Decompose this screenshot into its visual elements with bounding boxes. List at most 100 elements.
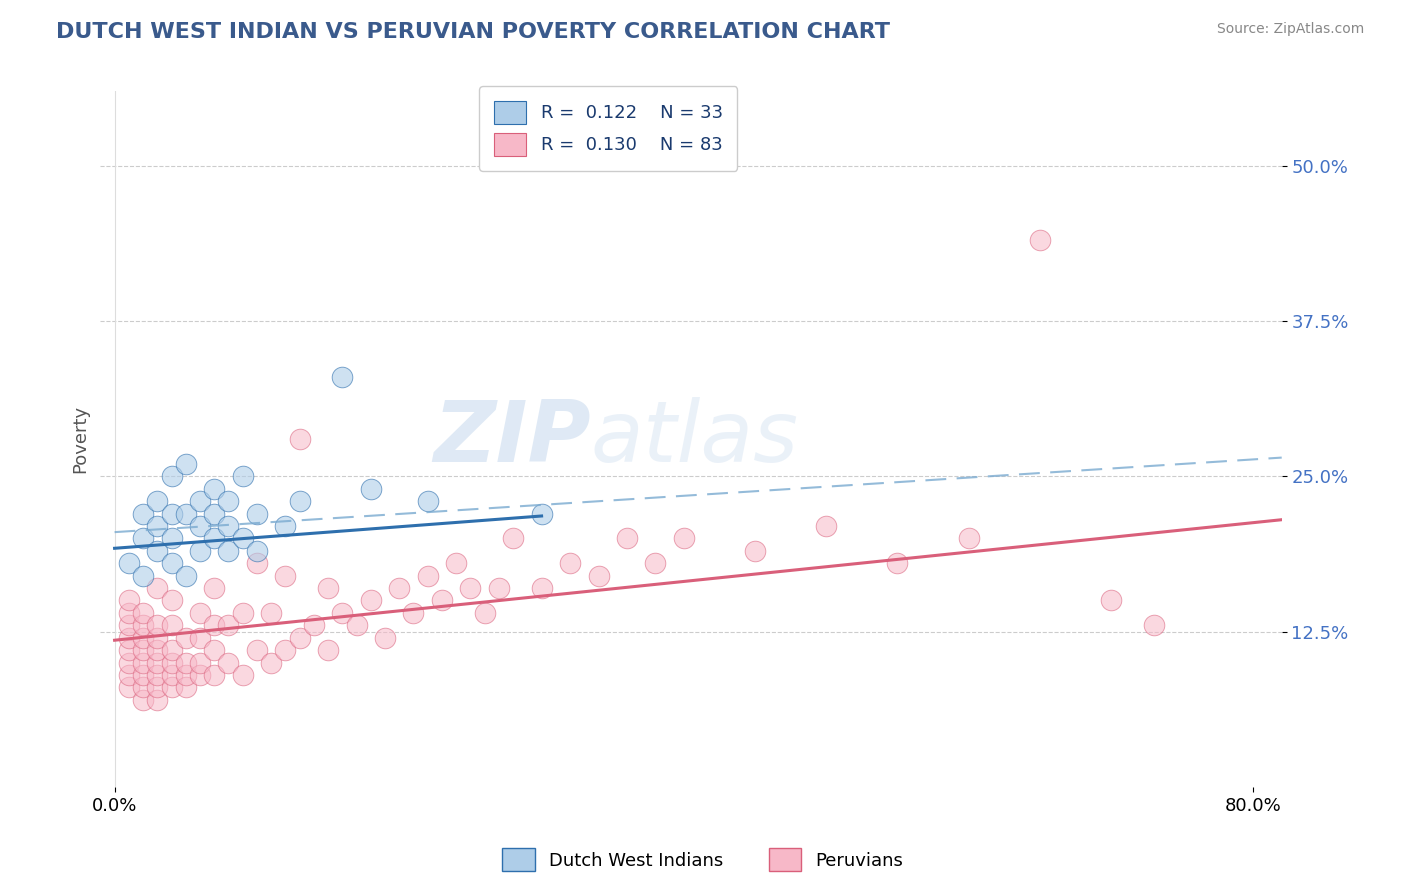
Point <box>246 507 269 521</box>
Point <box>132 631 155 645</box>
Point <box>1029 233 1052 247</box>
Point <box>202 532 225 546</box>
Point <box>360 482 382 496</box>
Point <box>430 593 453 607</box>
Point <box>146 656 169 670</box>
Point <box>288 494 311 508</box>
Point <box>360 593 382 607</box>
Point <box>460 581 482 595</box>
Point <box>217 494 239 508</box>
Point <box>160 469 183 483</box>
Point <box>288 432 311 446</box>
Point <box>132 618 155 632</box>
Point <box>388 581 411 595</box>
Point <box>217 618 239 632</box>
Point <box>416 494 439 508</box>
Point <box>444 556 467 570</box>
Point <box>174 631 197 645</box>
Point <box>217 543 239 558</box>
Point <box>202 482 225 496</box>
Legend: R =  0.122    N = 33, R =  0.130    N = 83: R = 0.122 N = 33, R = 0.130 N = 83 <box>479 87 737 170</box>
Point <box>132 532 155 546</box>
Point <box>530 507 553 521</box>
Point <box>146 618 169 632</box>
Point <box>146 643 169 657</box>
Point <box>260 606 283 620</box>
Point <box>202 507 225 521</box>
Point <box>188 543 211 558</box>
Point <box>146 668 169 682</box>
Point <box>346 618 368 632</box>
Point <box>118 681 141 695</box>
Y-axis label: Poverty: Poverty <box>72 405 89 473</box>
Point <box>246 556 269 570</box>
Point <box>160 656 183 670</box>
Point <box>232 532 254 546</box>
Point <box>288 631 311 645</box>
Point <box>274 519 297 533</box>
Point <box>886 556 908 570</box>
Point <box>118 556 141 570</box>
Point <box>132 681 155 695</box>
Point <box>174 507 197 521</box>
Point <box>202 668 225 682</box>
Point <box>160 593 183 607</box>
Point <box>330 369 353 384</box>
Point <box>188 668 211 682</box>
Point <box>118 643 141 657</box>
Text: DUTCH WEST INDIAN VS PERUVIAN POVERTY CORRELATION CHART: DUTCH WEST INDIAN VS PERUVIAN POVERTY CO… <box>56 22 890 42</box>
Point <box>202 581 225 595</box>
Legend: Dutch West Indians, Peruvians: Dutch West Indians, Peruvians <box>495 841 911 879</box>
Point <box>672 532 695 546</box>
Point <box>815 519 838 533</box>
Point <box>330 606 353 620</box>
Point <box>188 606 211 620</box>
Point <box>502 532 524 546</box>
Point <box>160 556 183 570</box>
Point <box>402 606 425 620</box>
Point <box>588 568 610 582</box>
Point <box>217 656 239 670</box>
Point <box>160 618 183 632</box>
Point <box>488 581 510 595</box>
Point <box>160 681 183 695</box>
Point <box>146 494 169 508</box>
Point <box>132 507 155 521</box>
Point <box>146 631 169 645</box>
Point <box>274 643 297 657</box>
Point <box>232 606 254 620</box>
Point <box>316 581 339 595</box>
Point <box>316 643 339 657</box>
Point <box>160 532 183 546</box>
Point <box>174 668 197 682</box>
Point <box>1099 593 1122 607</box>
Point <box>374 631 396 645</box>
Point <box>132 668 155 682</box>
Point <box>188 519 211 533</box>
Point <box>188 656 211 670</box>
Point <box>260 656 283 670</box>
Point <box>132 643 155 657</box>
Point <box>118 618 141 632</box>
Point <box>644 556 666 570</box>
Point <box>1142 618 1164 632</box>
Text: ZIP: ZIP <box>433 398 591 481</box>
Point <box>118 668 141 682</box>
Point <box>302 618 325 632</box>
Point <box>118 631 141 645</box>
Point <box>146 543 169 558</box>
Text: atlas: atlas <box>591 398 799 481</box>
Point <box>118 606 141 620</box>
Point <box>160 507 183 521</box>
Point <box>188 494 211 508</box>
Point <box>160 643 183 657</box>
Point <box>274 568 297 582</box>
Text: Source: ZipAtlas.com: Source: ZipAtlas.com <box>1216 22 1364 37</box>
Point <box>174 656 197 670</box>
Point <box>174 681 197 695</box>
Point <box>146 519 169 533</box>
Point <box>246 643 269 657</box>
Point <box>246 543 269 558</box>
Point <box>558 556 581 570</box>
Point <box>232 469 254 483</box>
